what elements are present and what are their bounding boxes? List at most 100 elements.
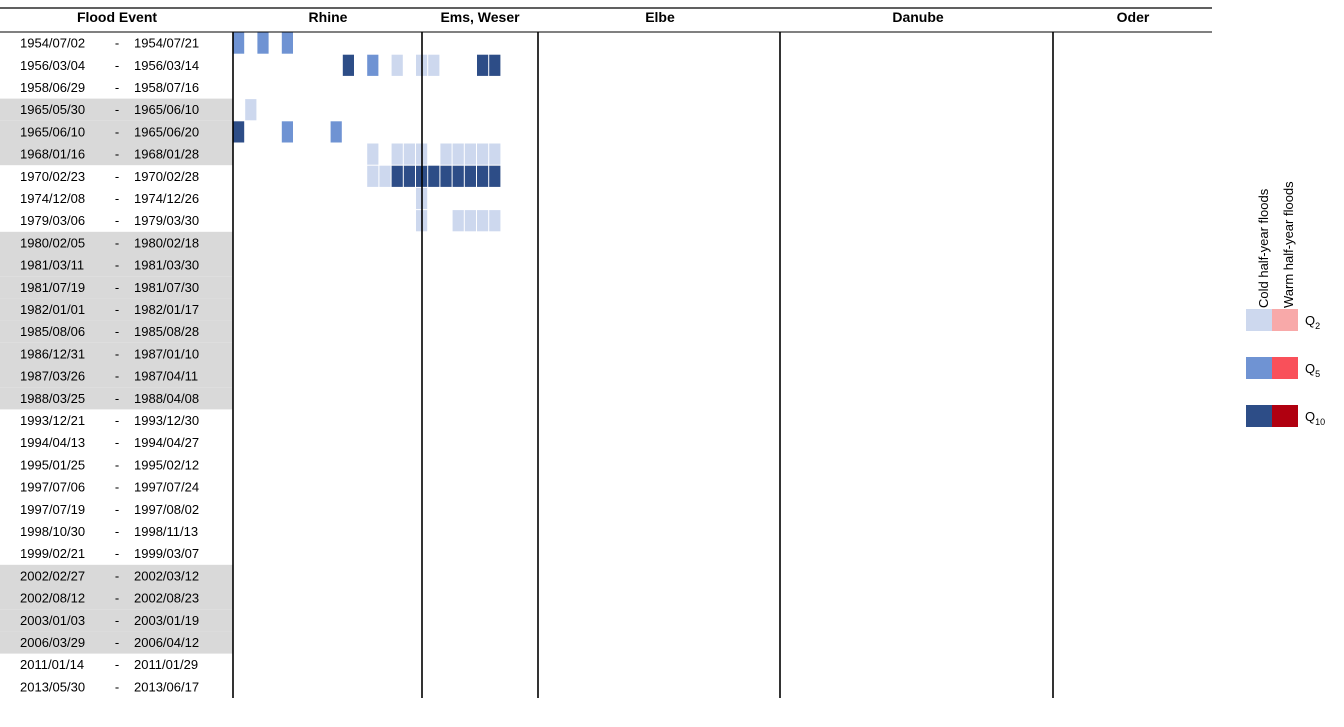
event-separator: - <box>115 169 119 184</box>
event-start-date: 1968/01/16 <box>20 147 85 162</box>
event-end-date: 1965/06/10 <box>134 102 199 117</box>
event-start-date: 1987/03/26 <box>20 369 85 384</box>
heatmap-cell <box>330 121 342 143</box>
row-highlight <box>0 254 233 277</box>
heatmap-cell <box>477 165 489 187</box>
legend-warm-label: Warm half-year floods <box>1281 181 1296 308</box>
event-start-date: 1958/06/29 <box>20 80 85 95</box>
event-end-date: 2006/04/12 <box>134 635 199 650</box>
heatmap-cell <box>464 143 476 165</box>
event-start-date: 2002/02/27 <box>20 568 85 583</box>
row-highlight <box>0 231 233 254</box>
event-start-date: 1985/08/06 <box>20 324 85 339</box>
event-separator: - <box>115 591 119 606</box>
heatmap-cell <box>367 54 379 76</box>
event-separator: - <box>115 258 119 273</box>
heatmap-cell <box>257 32 269 54</box>
heatmap-cell <box>391 54 403 76</box>
header-elbe: Elbe <box>645 9 675 25</box>
heatmap-cell <box>440 165 452 187</box>
event-separator: - <box>115 147 119 162</box>
event-start-date: 1986/12/31 <box>20 346 85 361</box>
event-end-date: 1999/03/07 <box>134 546 199 561</box>
event-end-date: 1954/07/21 <box>134 36 199 51</box>
header-danube: Danube <box>892 9 944 25</box>
event-end-date: 1997/07/24 <box>134 480 199 495</box>
legend-warm-swatch <box>1272 405 1298 427</box>
heatmap-cell <box>428 165 440 187</box>
event-start-date: 2003/01/03 <box>20 613 85 628</box>
row-highlight <box>0 298 233 321</box>
heatmap-cell <box>391 165 403 187</box>
row-highlight-layer <box>0 98 233 654</box>
event-start-date: 2006/03/29 <box>20 635 85 650</box>
heatmap-cell <box>233 32 245 54</box>
event-end-date: 1956/03/14 <box>134 58 199 73</box>
event-end-date: 1968/01/28 <box>134 147 199 162</box>
event-start-date: 1995/01/25 <box>20 457 85 472</box>
event-end-date: 2011/01/29 <box>134 657 198 672</box>
event-end-date: 1994/04/27 <box>134 435 199 450</box>
header-rhine: Rhine <box>309 9 348 25</box>
event-start-date: 1965/05/30 <box>20 102 85 117</box>
event-end-date: 1998/11/13 <box>134 524 198 539</box>
legend-warm-swatch <box>1272 357 1298 379</box>
event-separator: - <box>115 635 119 650</box>
event-separator: - <box>115 524 119 539</box>
event-start-date: 1994/04/13 <box>20 435 85 450</box>
header-flood-event: Flood Event <box>77 9 157 25</box>
row-highlight <box>0 342 233 365</box>
heatmap-cell <box>367 165 379 187</box>
event-separator: - <box>115 58 119 73</box>
heatmap-cell <box>464 210 476 232</box>
event-start-date: 1993/12/21 <box>20 413 85 428</box>
event-start-date: 1956/03/04 <box>20 58 85 73</box>
heatmap-cell <box>452 210 464 232</box>
event-end-date: 1997/08/02 <box>134 502 199 517</box>
event-separator: - <box>115 613 119 628</box>
event-separator: - <box>115 346 119 361</box>
grid-lines <box>0 7 1212 698</box>
event-separator: - <box>115 36 119 51</box>
event-end-date: 2003/01/19 <box>134 613 199 628</box>
event-separator: - <box>115 457 119 472</box>
heatmap-cell <box>464 165 476 187</box>
event-end-date: 1981/03/30 <box>134 258 199 273</box>
row-highlight <box>0 564 233 587</box>
heatmap-cell <box>489 210 501 232</box>
event-separator: - <box>115 80 119 95</box>
event-separator: - <box>115 302 119 317</box>
legend-cold-swatch <box>1246 357 1272 379</box>
legend-warm-swatch <box>1272 309 1298 331</box>
legend-cold-swatch <box>1246 405 1272 427</box>
event-separator: - <box>115 435 119 450</box>
heatmap-cell <box>342 54 354 76</box>
heatmap-cell <box>489 165 501 187</box>
heatmap-cell <box>233 121 245 143</box>
event-separator: - <box>115 324 119 339</box>
event-start-date: 1965/06/10 <box>20 124 85 139</box>
row-highlight <box>0 320 233 343</box>
heatmap-cell <box>477 143 489 165</box>
event-end-date: 1958/07/16 <box>134 80 199 95</box>
row-highlight <box>0 387 233 410</box>
event-start-date: 1981/07/19 <box>20 280 85 295</box>
event-start-date: 2013/05/30 <box>20 679 85 694</box>
event-start-date: 1998/10/30 <box>20 524 85 539</box>
event-end-date: 1987/04/11 <box>134 369 198 384</box>
row-highlight <box>0 631 233 654</box>
header-ems-weser: Ems, Weser <box>440 9 520 25</box>
event-start-date: 1988/03/25 <box>20 391 85 406</box>
event-end-date: 1980/02/18 <box>134 235 199 250</box>
event-end-date: 1970/02/28 <box>134 169 199 184</box>
event-end-date: 1985/08/28 <box>134 324 199 339</box>
event-start-date: 2002/08/12 <box>20 591 85 606</box>
event-end-date: 1965/06/20 <box>134 124 199 139</box>
heatmap-cell <box>428 54 440 76</box>
row-highlight <box>0 98 233 121</box>
event-start-date: 1954/07/02 <box>20 36 85 51</box>
event-separator: - <box>115 369 119 384</box>
legend-level-label: Q2 <box>1305 313 1320 331</box>
legend-cold-swatch <box>1246 309 1272 331</box>
